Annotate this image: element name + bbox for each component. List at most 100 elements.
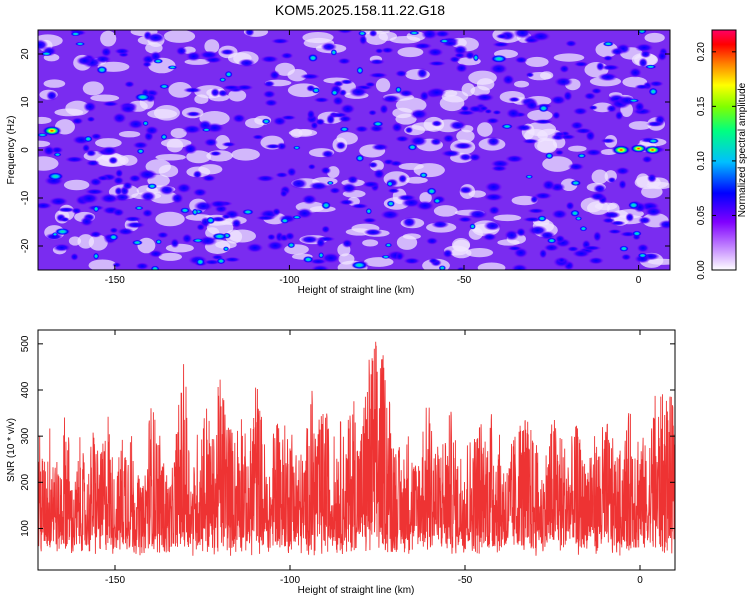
heatmap-texture-blob (310, 264, 330, 270)
heatmap-texture-blob (336, 30, 354, 34)
heatmap-texture-cyan (280, 217, 290, 224)
heatmap-texture-cyan (644, 64, 657, 69)
heatmap-texture-light (362, 239, 379, 247)
heatmap-field (38, 30, 670, 270)
heatmap-texture-blob (122, 181, 133, 190)
heatmap-texture-blob (96, 175, 110, 181)
heatmap-texture-blob (99, 193, 120, 204)
heatmap-texture-blob (307, 163, 316, 170)
colorbar-gradient (711, 29, 737, 271)
heatmap-texture-blob (52, 243, 71, 252)
heatmap-texture-cyan (419, 172, 428, 179)
heatmap-texture-blob (588, 257, 605, 265)
heatmap-texture-blob (320, 166, 332, 175)
heatmap-texture-blob (507, 245, 523, 251)
heatmap-texture-blob (82, 143, 91, 153)
heatmap-texture-cyan (570, 179, 582, 187)
heatmap-texture-blob (573, 61, 589, 67)
heatmap-texture-light (228, 89, 247, 102)
heatmap-texture-blob (289, 178, 308, 189)
heatmap-texture-blob (171, 192, 184, 204)
heatmap-texture-blob (186, 51, 202, 62)
heatmap-texture-blob (326, 113, 336, 125)
heatmap-texture-blob (453, 44, 468, 55)
heatmap-texture-blob (641, 155, 653, 164)
heatmap-texture-cyan (261, 118, 271, 125)
heatmap-texture-blob (368, 30, 378, 37)
heatmap-texture-light (54, 108, 84, 117)
heatmap-texture-blob (381, 94, 401, 104)
heatmap-texture-blob (124, 80, 135, 88)
heatmap-texture-blob (421, 30, 438, 40)
heatmap-texture-blob (100, 47, 112, 58)
heatmap-texture-blob (222, 84, 241, 91)
heatmap-texture-cyan (292, 145, 301, 150)
heatmap-texture-blob (644, 206, 663, 217)
heatmap-texture-blob (338, 199, 355, 206)
heatmap-texture-cyan (395, 86, 402, 94)
heatmap-texture-cyan (602, 41, 614, 47)
heatmap-texture-blob (380, 209, 400, 220)
heatmap-texture-blob (426, 47, 444, 57)
heatmap-texture-light (591, 169, 608, 185)
heatmap-texture-blob (484, 181, 503, 193)
heatmap-texture-blob (315, 118, 326, 126)
heatmap-texture-light (63, 179, 90, 191)
heatmap-texture-blob (199, 50, 219, 60)
colorbar-tick-label: 0.15 (696, 96, 707, 116)
heatmap-texture-light (100, 30, 117, 47)
heatmap-texture-blob (427, 60, 447, 67)
heatmap-texture-blob (115, 168, 124, 178)
heatmap-texture-blob (555, 234, 566, 244)
heatmap-texture-cyan (426, 187, 437, 196)
heatmap-texture-blob (391, 122, 403, 133)
heatmap-texture-blob (70, 252, 79, 261)
heatmap-texture-blob (590, 87, 603, 95)
heatmap-texture-blob (244, 30, 255, 37)
heatmap-texture-blob (515, 124, 533, 132)
heatmap-texture-cyan (134, 205, 144, 211)
colorbar-label: Normalized spectral amplitude (737, 82, 748, 217)
heatmap-texture-blob (119, 104, 138, 114)
heatmap-texture-blob (614, 110, 624, 121)
heatmap-texture-blob (196, 223, 206, 231)
heatmap-texture-cyan (339, 126, 350, 132)
heatmap-texture-cyan (131, 239, 143, 246)
heatmap-texture-light (166, 138, 184, 153)
heatmap-texture-blob (112, 208, 125, 217)
heatmap-texture-blob (648, 80, 664, 87)
heatmap-peak (643, 145, 662, 155)
heatmap-texture-blob (485, 117, 500, 124)
heatmap-texture-blob (379, 104, 389, 115)
heatmap-texture-blob (572, 107, 589, 116)
heatmap-texture-blob (220, 48, 235, 56)
heatmap-texture-light (378, 31, 397, 41)
heatmap-texture-light (628, 121, 652, 130)
heatmap-texture-light (465, 248, 494, 258)
heatmap-texture-blob (235, 84, 254, 91)
heatmap-texture-light (396, 235, 418, 250)
heatmap-texture-blob (368, 72, 388, 79)
colorbar: 0.00 0.05 0.10 0.15 0.20 Normalized spectral… (696, 29, 748, 280)
heatmap-texture-blob (144, 125, 159, 136)
heatmap-texture-blob (601, 64, 620, 71)
heatmap-texture-blob (524, 100, 539, 111)
heatmap-texture-blob (192, 170, 203, 179)
heatmap-texture-cyan (546, 237, 557, 244)
heatmap-texture-light (497, 239, 520, 246)
heatmap-texture-blob (132, 141, 149, 149)
heatmap-texture-cyan (83, 135, 93, 143)
heatmap-texture-cyan (469, 223, 476, 230)
heatmap-texture-blob (440, 149, 461, 157)
heatmap-texture-light (88, 259, 117, 270)
heatmap-texture-blob (367, 161, 379, 169)
heatmap-texture-light (155, 211, 185, 227)
heatmap-texture-blob (455, 63, 468, 73)
heatmap-texture-blob (176, 182, 192, 194)
heatmap-x-axis-label: Height of straight line (km) (298, 285, 415, 296)
heatmap-texture-blob (646, 121, 664, 127)
heatmap-texture-cyan (287, 242, 296, 249)
heatmap-texture-blob (346, 175, 359, 185)
